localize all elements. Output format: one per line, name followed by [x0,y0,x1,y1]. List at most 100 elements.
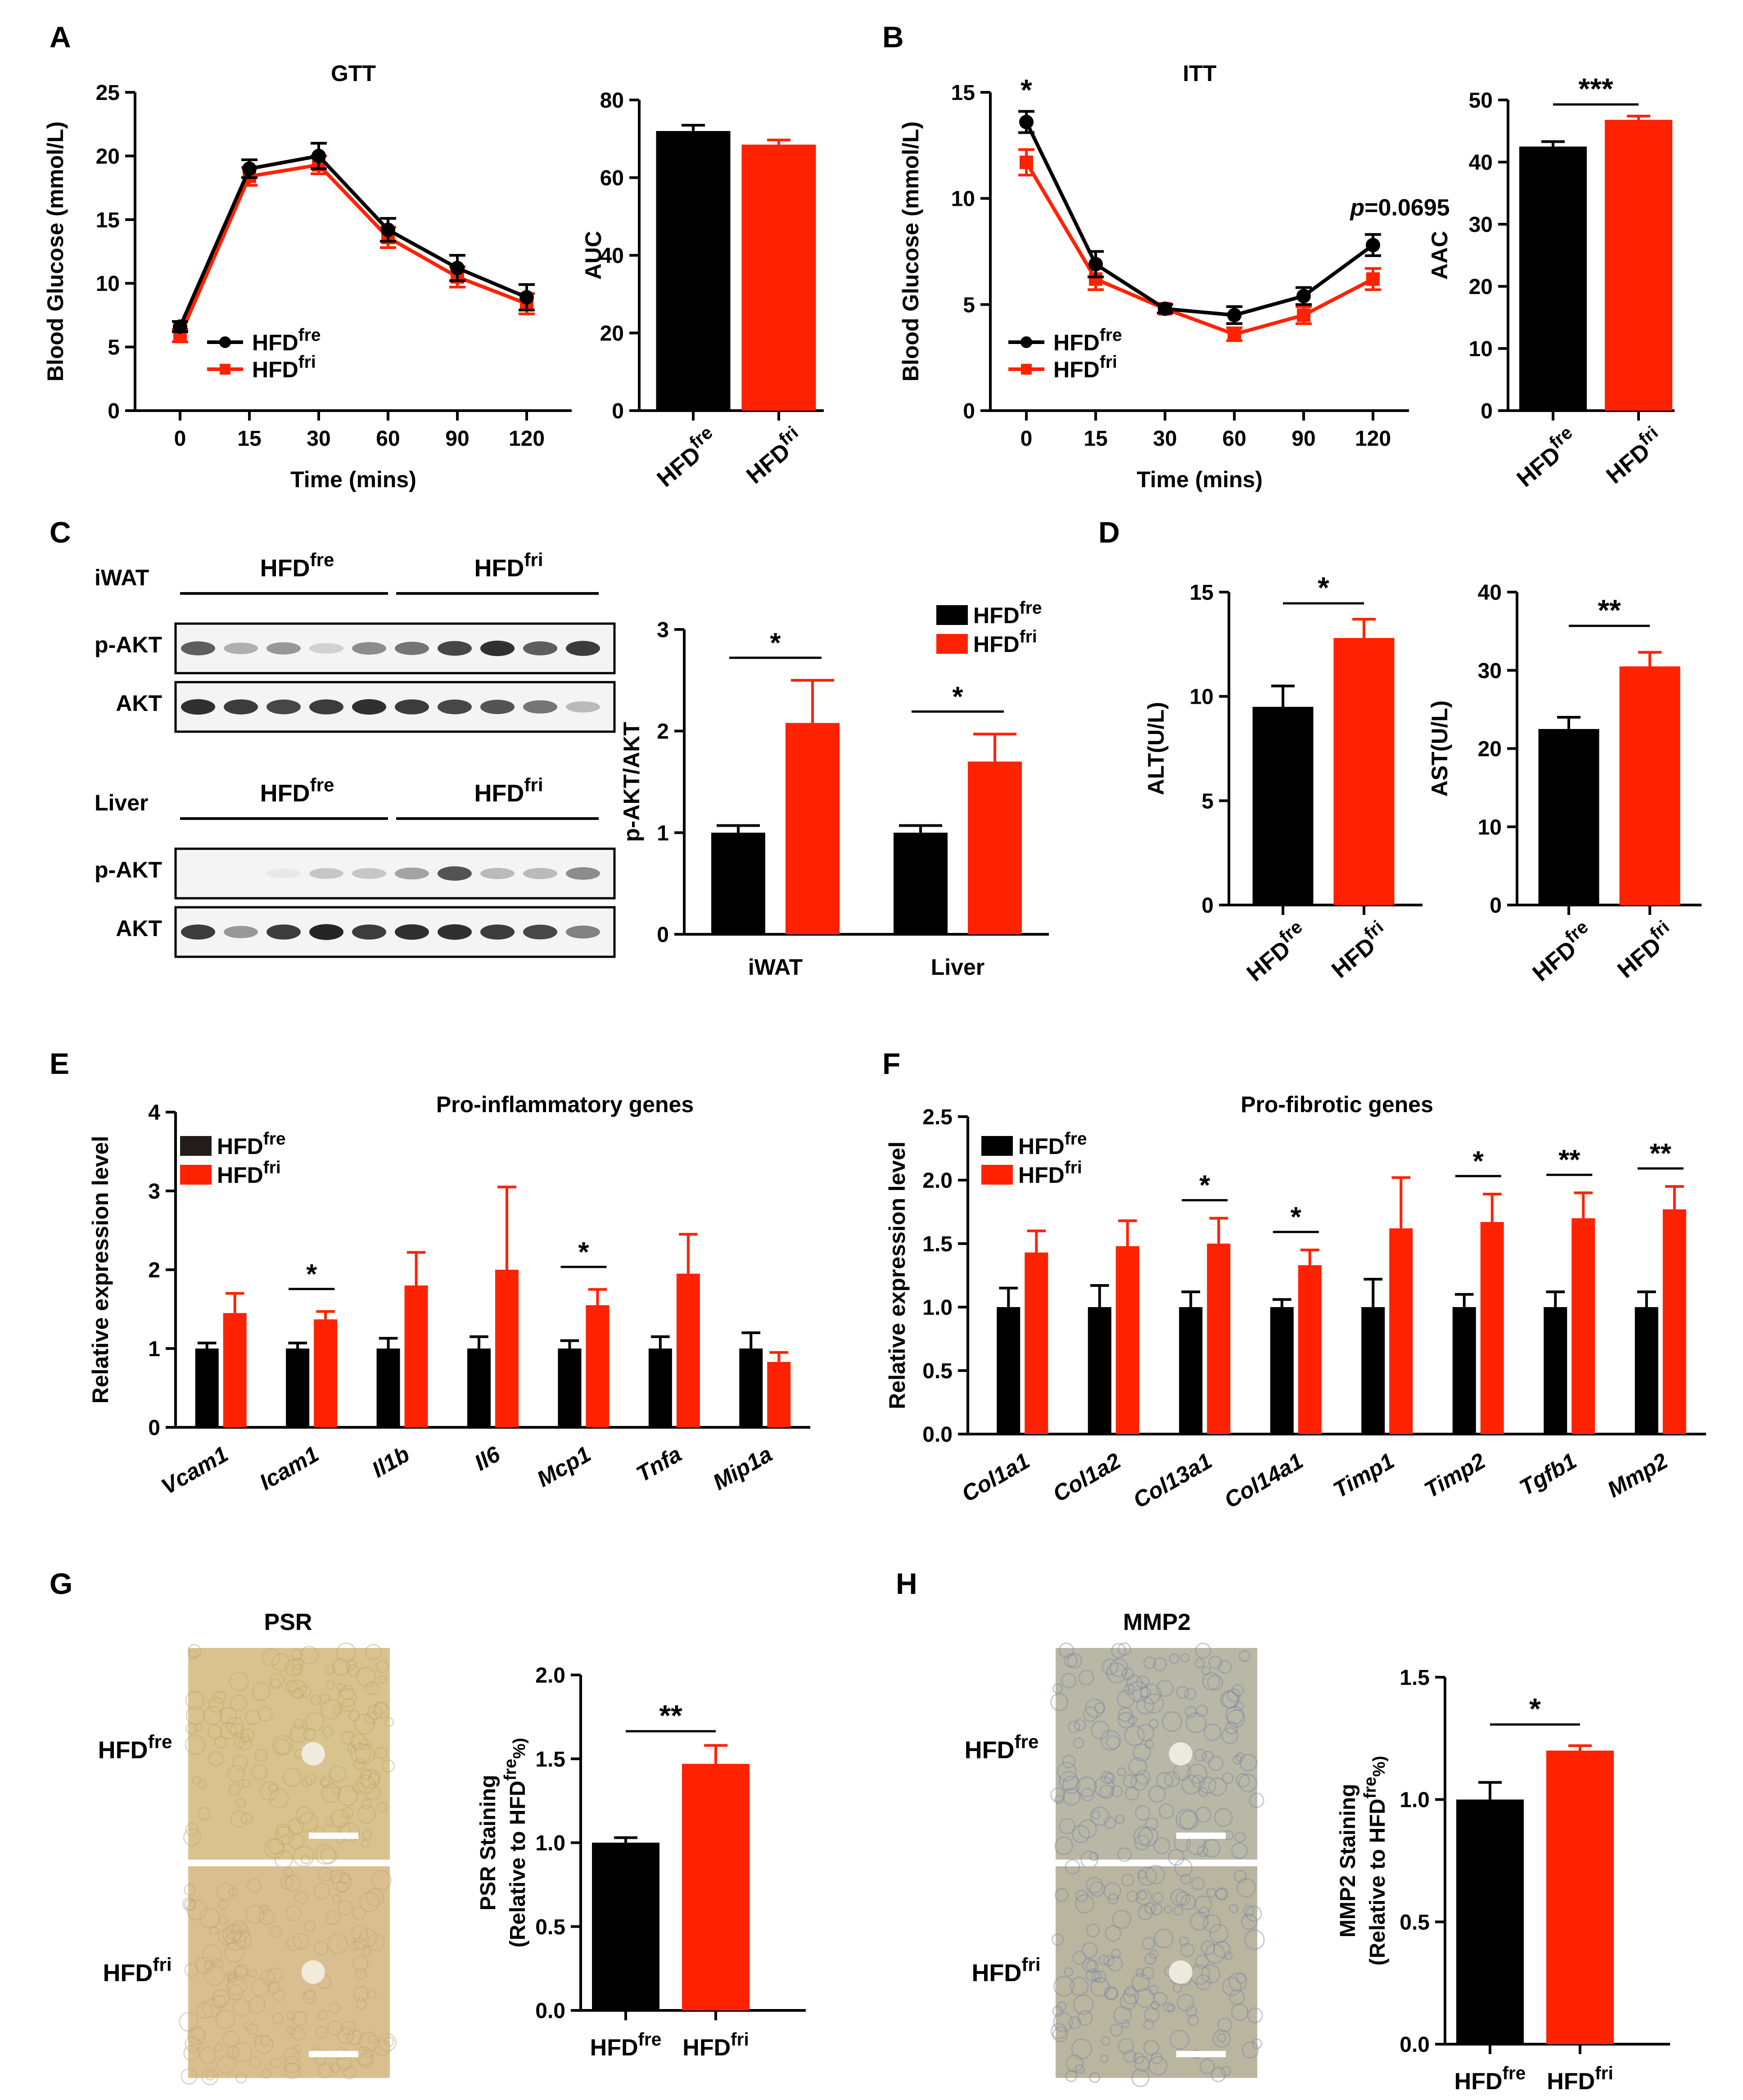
group-sup: fri [1100,353,1117,372]
panel-letter-B: B [882,20,904,54]
group-base: HFD [973,603,1020,628]
AST-bar-fre [1538,729,1599,905]
PSR-image-fre-cell [197,1806,211,1821]
MMP2-image-fre-cell [1059,1771,1079,1791]
PSR-image-fri-cell [280,1876,294,1890]
MMP2-image-fre-cell [1121,1667,1134,1680]
PSR-image-fre-cell [367,1705,383,1720]
blot-band [523,641,557,656]
MMP2-image-fri-cell [1131,2068,1150,2087]
MMP2-image-fri-cell [1089,1881,1105,1897]
MMP2-image-fre-cell [1101,1771,1114,1784]
MMP2-image-fri-cell [1222,1977,1242,1996]
MMP2-image-fri-cell [1202,1914,1222,1933]
MMP2_quant-y-tick-label: 1.5 [1400,1666,1430,1690]
MMP2-image-fre-cell [1057,1761,1077,1782]
PSR-image-fri-cell [286,2026,296,2036]
PSR-image-fri-cell [285,1905,302,1922]
PSR-image-fri-cell [187,2026,206,2045]
ITT_AAC-y-tick-label: 0 [1481,399,1493,423]
PSR-image-fre-cell [241,1779,251,1788]
PSR-image-fri-cell [339,1873,350,1884]
blot-band [309,699,343,715]
GTT_AUC-y-tick-label: 80 [600,89,624,113]
MMP2-image-fri-cell [1111,1948,1121,1959]
PSR-image-fre-cell [373,1702,390,1719]
PSR-image-fri-cell [191,2027,205,2041]
AST-x-tick-label: HFDfre [1524,916,1599,987]
MMP2-image-fri-cell [1098,1954,1109,1965]
PSR-image-fri-cell [247,1878,262,1893]
PSR-image-fre-cell [254,1748,268,1762]
PSR-image-fri-cell [286,2011,296,2021]
PSR-image-fre-cell [325,1665,335,1675]
group-base: HFD [217,1163,263,1188]
ProFib-bar-fre [1452,1307,1476,1434]
PSR-image-fre-cell [357,1805,376,1824]
PSR-row-label-fre: HFDfre [98,1731,172,1764]
group-sup: fri [298,353,316,372]
PSR-image-fre-cell [291,1657,304,1670]
group-sup: fre [310,774,334,795]
PSR-image-fre-cell [289,1725,307,1743]
PSR-image-fre-cell [235,1797,246,1809]
AST-y-tick-label: 30 [1478,659,1502,683]
blot-band [224,643,258,654]
MMP2-image-fri-cell [1100,2054,1109,2064]
PSR-image-fri-cell [227,1984,244,2000]
ProInflam-x-tick-label: Mip1a [709,1441,777,1495]
MMP2-image-fri-cell [1149,1949,1159,1959]
MMP2-image-fre-cell [1195,1806,1211,1823]
MMP2_quant-y-label-2: (Relative to HFDfre%) [1361,1756,1390,1966]
MMP2-image-fre-cell [1066,1653,1083,1669]
MMP2-image-fre-cell [1134,1834,1150,1851]
legend-label: HFDfre [217,1129,286,1159]
PSR-image-fre-cell [188,1649,198,1660]
MMP2-image-fri-cell [1065,2070,1078,2082]
group-sup: fri [1020,627,1037,647]
blot-band [395,699,429,715]
ProInflam-bar-fre [195,1349,219,1427]
ITT-x-tick-label: 30 [1153,427,1177,451]
PSR-image-fre [188,1648,390,1860]
ITT-y-label: Blood Glucose (mmol/L) [898,122,923,382]
pAKT-x-tick-label: Liver [931,955,985,980]
ITT_AAC-bar-fri [1605,120,1672,411]
MMP2-image-fre-cell [1093,1776,1115,1797]
ITT-point-fre [1227,308,1242,322]
MMP2-image-fri-cell [1121,2019,1130,2028]
MMP2-image-fri-cell [1251,2038,1263,2049]
MMP2-image-fre-cell [1208,1777,1227,1797]
ITT-series-fri-line [1025,161,1374,336]
PSR-image-fri-cell [204,1965,226,1986]
blot-band [224,869,258,878]
PSR-image-fri-cell [384,2037,394,2047]
ITT-point-fri [1297,308,1310,322]
ITT_AAC-y-tick-label: 50 [1469,89,1493,113]
PSR-image-fre-cell [257,1706,273,1722]
MMP2-image-fri-cell [1173,1905,1183,1916]
PSR-image-fre-cell [377,1801,388,1813]
MMP2-image-fre-cell [1078,1670,1094,1686]
PSR-image-fri-cell [353,1937,366,1950]
MMP2-image-fri-cell [1212,2029,1231,2048]
PSR-image-fri-cell [251,1978,270,1997]
PSR-image-fri-cell [233,1965,248,1980]
PSR-image-fri-cell [209,1925,219,1935]
PSR-image-fre-cell [269,1672,285,1688]
PSR_quant-significance-star: ** [659,1699,682,1732]
ProFib-x-tick-label: Mmp2 [1603,1448,1672,1503]
MMP2-image-fri-cell [1121,1874,1134,1887]
ProInflam-bar-fri [676,1273,700,1427]
ProInflam-x-tick-label: Tnfa [632,1441,686,1487]
MMP2-image-fre-cell [1234,1701,1244,1711]
MMP2-image-fre-cell [1117,1690,1135,1708]
PSR-image-fri-cell [283,1867,293,1877]
PSR-image-fre-cell [361,1839,370,1848]
group-base: HFD [1053,330,1100,355]
MMP2-image-fre-cell [1059,1818,1075,1834]
MMP2-image-fri-cell [1086,1877,1103,1894]
MMP2-image-fre-cell [1184,1688,1197,1700]
PSR-image-fri-cell [336,2027,354,2044]
MMP2-image-fre-cell [1050,1787,1066,1803]
